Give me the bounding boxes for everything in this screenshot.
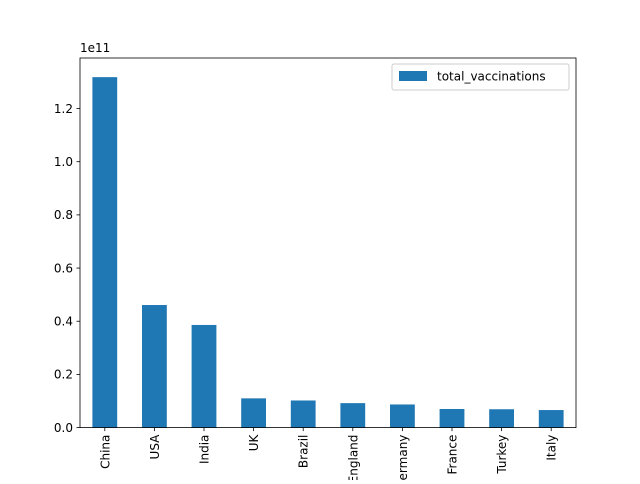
bar-brazil bbox=[290, 400, 316, 428]
y-tick-label: 1.2 bbox=[54, 102, 73, 116]
plot-frame bbox=[79, 57, 577, 429]
bars-group bbox=[92, 77, 564, 428]
bar-england bbox=[340, 403, 366, 428]
bar-china bbox=[92, 77, 118, 428]
bar-france bbox=[439, 408, 465, 428]
bar-germany bbox=[390, 404, 415, 428]
y-tick-label: 0.8 bbox=[54, 208, 73, 222]
bar-uk bbox=[241, 398, 266, 428]
bar-italy bbox=[538, 410, 564, 428]
y-tick-label: 0.2 bbox=[54, 368, 73, 382]
x-tick-label: UK bbox=[247, 433, 261, 451]
legend: total_vaccinations bbox=[391, 63, 570, 91]
x-tick-label: England bbox=[346, 435, 360, 480]
y-tick-label: 0.4 bbox=[54, 315, 73, 329]
x-tick-label: China bbox=[98, 435, 112, 469]
legend-label: total_vaccinations bbox=[437, 70, 546, 84]
x-tick-label: USA bbox=[148, 434, 162, 460]
y-tick-label: 0.6 bbox=[54, 261, 73, 275]
y-tick-label: 1.0 bbox=[54, 155, 73, 169]
x-tick-label: Turkey bbox=[495, 435, 509, 475]
bar-turkey bbox=[489, 409, 514, 428]
x-tick-label: Italy bbox=[545, 435, 559, 461]
y-tick-label: 0.0 bbox=[54, 421, 73, 435]
bar-india bbox=[191, 324, 217, 428]
legend-swatch bbox=[399, 71, 427, 81]
x-tick-label: Brazil bbox=[297, 435, 311, 469]
legend-box bbox=[391, 63, 570, 91]
y-offset-label: 1e11 bbox=[80, 41, 110, 55]
bar-usa bbox=[142, 305, 167, 428]
x-tick-label: France bbox=[446, 435, 460, 475]
x-axis: China USA India UK Brazil England Germany Franc… bbox=[98, 427, 559, 484]
y-axis: 0.0 0.2 0.4 0.6 0.8 1.0 1.2 bbox=[54, 102, 80, 435]
x-tick-label: India bbox=[198, 435, 212, 464]
x-tick-label: Germany bbox=[396, 435, 410, 480]
